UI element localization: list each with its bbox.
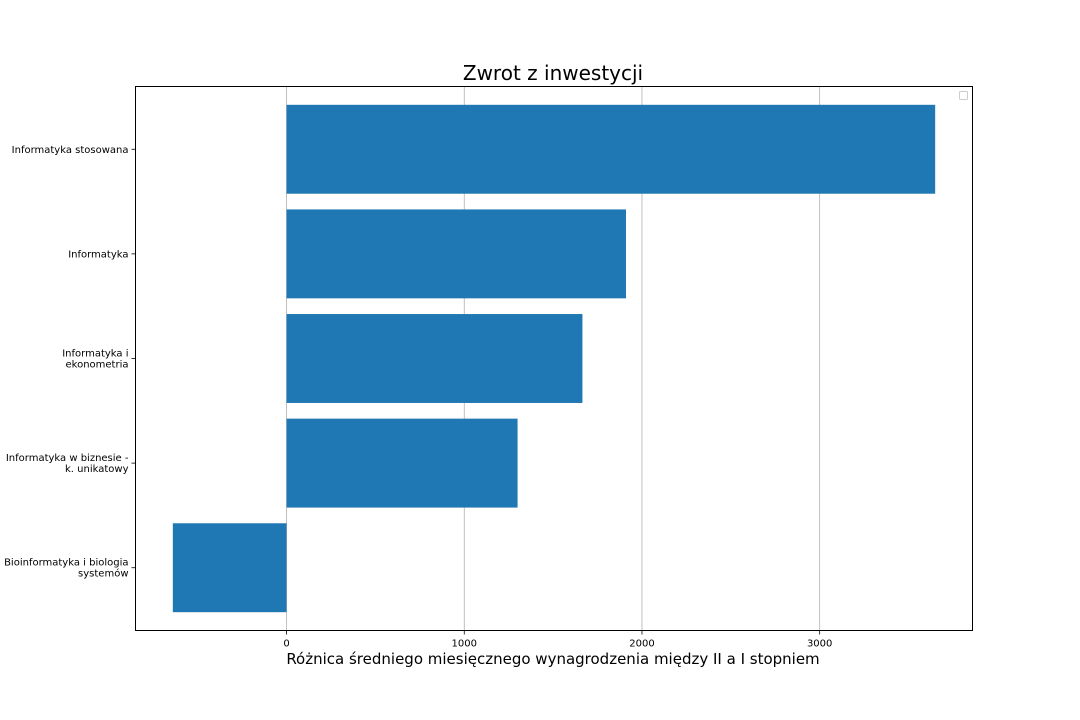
x-tick-label: 0	[283, 639, 289, 650]
x-tick-label: 3000	[807, 639, 832, 650]
bars-layer	[172, 104, 936, 613]
x-axis-label: Różnica średniego miesięcznego wynagrodz…	[286, 650, 819, 668]
bar	[286, 209, 626, 299]
y-ticks-layer: Informatyka stosowana Informatyka Informat…	[4, 145, 136, 580]
y-tick-label: Informatyka i ekonometria	[62, 349, 128, 371]
x-ticks-layer: 0 1000 2000 3000	[283, 630, 832, 650]
x-tick-label: 2000	[629, 639, 654, 650]
bar	[286, 418, 518, 508]
bar	[286, 104, 936, 194]
y-tick-label: Informatyka stosowana	[12, 145, 129, 156]
y-tick-label: Informatyka w biznesie -k. unikatowy	[6, 453, 129, 475]
chart-title: Zwrot z inwestycji	[463, 61, 643, 85]
legend-box	[959, 91, 968, 100]
x-tick-label: 1000	[452, 639, 477, 650]
bar	[286, 314, 583, 403]
y-tick-label: Bioinformatyka i biologia systemów	[4, 558, 128, 580]
bar	[172, 523, 287, 613]
y-tick-label: Informatyka	[68, 249, 128, 260]
